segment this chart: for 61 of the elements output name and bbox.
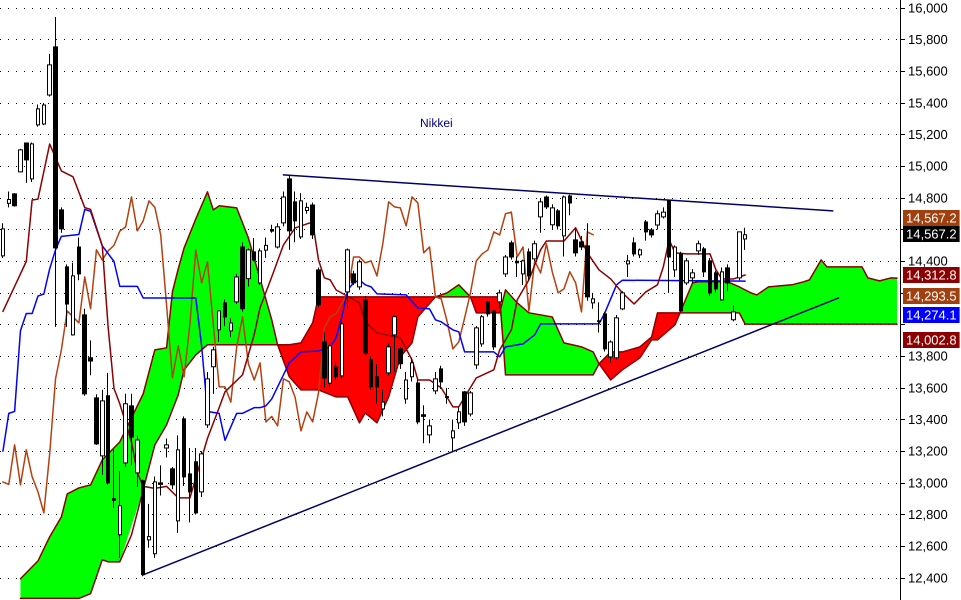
text: Nikkei [420, 116, 453, 130]
y-tick-label: 13,400 [908, 412, 948, 428]
candlestick [731, 305, 736, 322]
line-series [2, 208, 746, 452]
candlestick [141, 479, 145, 577]
candlestick [392, 314, 397, 373]
candlestick [632, 236, 636, 257]
candlestick [112, 449, 116, 509]
candlestick [340, 320, 344, 379]
text: 14,567.2 [906, 210, 957, 226]
candlestick [486, 300, 490, 318]
text: 14,002.8 [906, 332, 957, 348]
candlestick [211, 346, 216, 394]
candlestick [568, 194, 572, 216]
candlestick [410, 357, 414, 382]
candlestick [620, 290, 625, 311]
text: 14,567.2 [906, 226, 957, 242]
text: 14,293.5 [906, 288, 957, 304]
candlestick [638, 248, 642, 259]
candlestick [205, 372, 210, 428]
candlestick [77, 236, 81, 281]
candlestick [591, 292, 595, 310]
y-tick-label: 14,400 [908, 254, 948, 269]
candlestick [398, 346, 403, 370]
candlestick [427, 419, 432, 444]
candlestick [264, 236, 268, 259]
y-tick-label: 13,000 [908, 475, 948, 490]
candlestick [451, 419, 455, 452]
y-tick-label: 12,600 [908, 538, 948, 554]
candlestick [36, 104, 40, 128]
y-tick-label: 15,600 [908, 64, 948, 79]
y-tick-label: 15,200 [908, 127, 948, 142]
candlestick [147, 503, 151, 548]
y-tick-label: 15,000 [908, 158, 948, 174]
candlestick [708, 258, 712, 297]
candlestick [381, 388, 385, 417]
candlestick [375, 364, 379, 404]
candlestick [714, 270, 718, 294]
candlestick [334, 362, 338, 380]
y-tick-label: 15,400 [908, 95, 948, 110]
candlestick [316, 267, 321, 308]
candlestick [42, 102, 46, 126]
y-tick-label: 13,800 [908, 348, 948, 364]
candlestick [217, 310, 221, 342]
candlestick [229, 318, 233, 338]
candlestick [369, 356, 373, 390]
text: 14,274.1 [906, 308, 957, 322]
candlestick [118, 470, 122, 559]
y-tick-label: 14,800 [908, 190, 948, 206]
y-tick-label: 12,800 [908, 507, 948, 522]
y-tick-label: 13,200 [908, 444, 948, 459]
y-tick-label: 15,800 [908, 32, 948, 48]
candlestick [386, 343, 391, 376]
text: 14,312.8 [906, 268, 957, 282]
line-series [2, 196, 594, 514]
y-tick-label: 13,600 [908, 380, 948, 396]
y-tick-label: 12,400 [908, 570, 948, 586]
candlestick [363, 296, 368, 357]
candlestick [223, 298, 227, 327]
y-tick-label: 16,000 [908, 0, 948, 16]
candlestick [135, 434, 140, 488]
